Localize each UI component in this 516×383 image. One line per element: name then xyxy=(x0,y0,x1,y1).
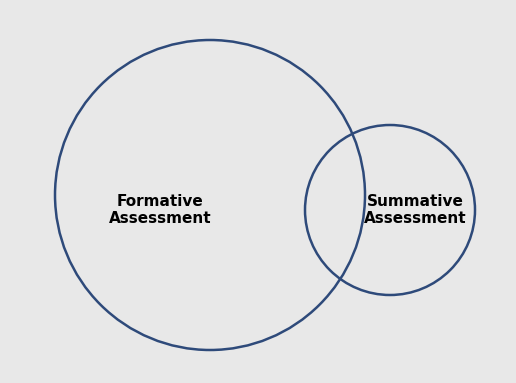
Text: Summative
Assessment: Summative Assessment xyxy=(364,194,466,226)
Text: Formative
Assessment: Formative Assessment xyxy=(109,194,212,226)
